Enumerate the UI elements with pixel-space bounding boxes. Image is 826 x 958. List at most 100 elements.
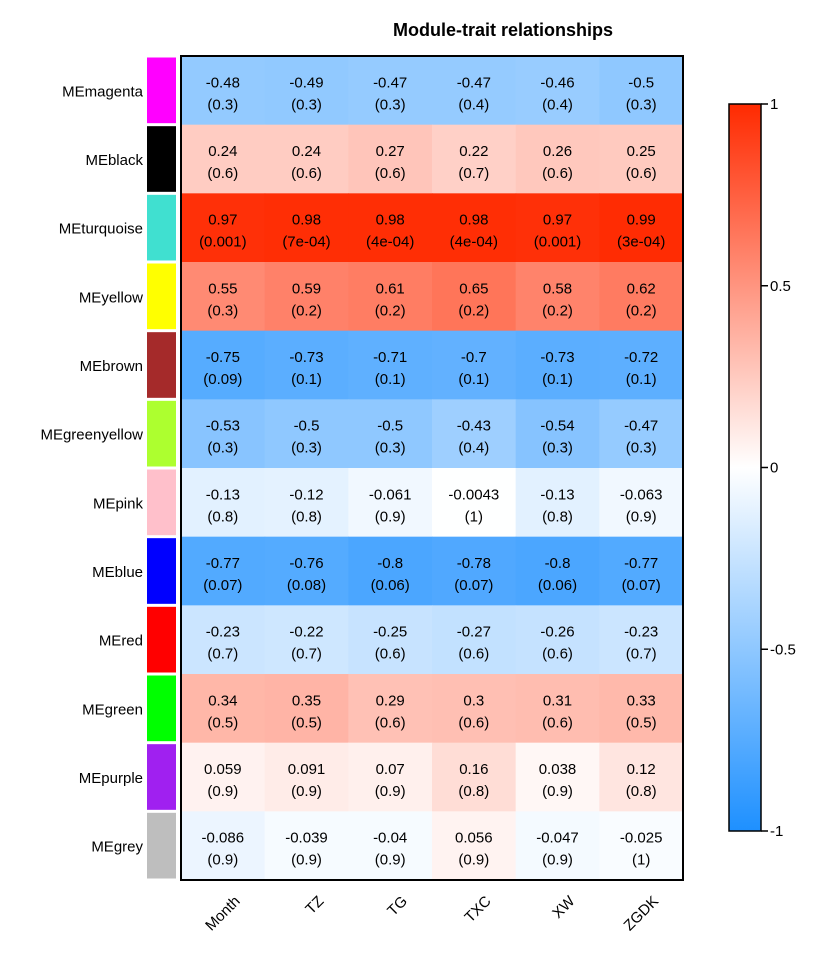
cell-pvalue-label: (0.3) <box>207 302 238 319</box>
cell-pvalue-label: (0.1) <box>458 371 489 388</box>
cell-pvalue-label: (1) <box>465 508 483 525</box>
cell-pvalue-label: (0.1) <box>626 371 657 388</box>
cell-correlation-label: 0.31 <box>543 692 572 709</box>
heatmap-cell <box>348 742 433 812</box>
heatmap-cell <box>432 468 517 538</box>
cell-correlation-label: -0.46 <box>540 74 574 91</box>
heatmap-cell <box>264 468 349 538</box>
cell-correlation-label: 0.056 <box>455 830 493 847</box>
color-scale-ticks: 1 0.5 0 -0.5 -1 <box>761 96 796 840</box>
cell-pvalue-label: (0.6) <box>542 165 573 182</box>
heatmap-cell <box>599 674 684 744</box>
cell-pvalue-label: (0.001) <box>534 234 582 251</box>
legend-tick-label: 0.5 <box>770 278 791 295</box>
cell-correlation-label: -0.26 <box>540 624 574 641</box>
cell-pvalue-label: (0.6) <box>375 714 406 731</box>
heatmap-cell <box>181 399 266 469</box>
row-label-MEblack: MEblack <box>85 152 143 169</box>
module-swatch-MEred <box>147 606 176 673</box>
cell-pvalue-label: (0.3) <box>375 440 406 457</box>
heatmap-cell <box>181 124 266 194</box>
cell-correlation-label: 0.97 <box>543 212 572 229</box>
cell-pvalue-label: (0.08) <box>287 577 326 594</box>
cell-correlation-label: -0.72 <box>624 349 658 366</box>
heatmap-cell <box>264 674 349 744</box>
heatmap-cell <box>432 56 517 126</box>
cell-correlation-label: 0.059 <box>204 761 242 778</box>
cell-pvalue-label: (0.9) <box>542 852 573 869</box>
cell-pvalue-label: (0.06) <box>538 577 577 594</box>
cell-pvalue-label: (0.7) <box>626 646 657 663</box>
cell-correlation-label: -0.039 <box>285 830 328 847</box>
cell-correlation-label: -0.5 <box>628 74 654 91</box>
heatmap-cell <box>264 605 349 675</box>
cell-correlation-label: -0.5 <box>294 418 320 435</box>
cell-pvalue-label: (0.3) <box>291 96 322 113</box>
cell-pvalue-label: (0.9) <box>207 783 238 800</box>
cell-pvalue-label: (0.7) <box>458 165 489 182</box>
heatmap-cell <box>348 536 433 606</box>
legend-tick-label: -1 <box>770 823 783 840</box>
cell-correlation-label: 0.22 <box>459 143 488 160</box>
column-label-TG: TG <box>384 893 411 920</box>
cell-pvalue-label: (0.09) <box>203 371 242 388</box>
cell-pvalue-label: (0.07) <box>203 577 242 594</box>
module-swatch-MEblue <box>147 538 176 604</box>
cell-pvalue-label: (4e-04) <box>450 234 498 251</box>
cell-correlation-label: -0.48 <box>206 74 240 91</box>
heatmap-cell <box>515 399 600 469</box>
cell-correlation-label: 0.26 <box>543 143 572 160</box>
module-swatch-MEgrey <box>147 812 176 879</box>
heatmap-cell <box>432 262 517 332</box>
cell-correlation-label: 0.97 <box>208 212 237 229</box>
column-label-XW: XW <box>549 892 579 922</box>
heatmap-cell <box>515 674 600 744</box>
row-label-MEyellow: MEyellow <box>79 289 143 306</box>
cell-correlation-label: 0.35 <box>292 692 321 709</box>
cell-pvalue-label: (0.8) <box>207 508 238 525</box>
row-label-MEturquoise: MEturquoise <box>59 221 143 238</box>
heatmap-cell <box>181 605 266 675</box>
cell-pvalue-label: (0.1) <box>542 371 573 388</box>
cell-correlation-label: 0.55 <box>208 280 237 297</box>
cell-correlation-label: -0.77 <box>624 555 658 572</box>
cell-correlation-label: 0.34 <box>208 692 237 709</box>
cell-pvalue-label: (0.2) <box>626 302 657 319</box>
module-swatch-MEgreen <box>147 675 176 742</box>
cell-correlation-label: -0.13 <box>540 486 574 503</box>
heatmap-cell <box>348 674 433 744</box>
cell-correlation-label: -0.76 <box>289 555 323 572</box>
heatmap-cell <box>181 193 266 263</box>
cell-correlation-label: 0.61 <box>376 280 405 297</box>
heatmap-cell <box>348 330 433 400</box>
cell-pvalue-label: (0.2) <box>458 302 489 319</box>
cell-correlation-label: 0.98 <box>292 212 321 229</box>
cell-pvalue-label: (0.6) <box>291 165 322 182</box>
cell-correlation-label: 0.27 <box>376 143 405 160</box>
cell-correlation-label: -0.13 <box>206 486 240 503</box>
heatmap-cell <box>599 262 684 332</box>
cell-pvalue-label: (0.8) <box>626 783 657 800</box>
module-swatch-MEblack <box>147 126 176 192</box>
cell-pvalue-label: (0.06) <box>371 577 410 594</box>
cell-correlation-label: -0.063 <box>620 486 663 503</box>
heatmap-cell <box>181 468 266 538</box>
row-label-MEgreen: MEgreen <box>82 701 143 718</box>
cell-pvalue-label: (0.9) <box>375 783 406 800</box>
heatmap-cell <box>264 536 349 606</box>
cell-pvalue-label: (0.6) <box>542 714 573 731</box>
heatmap-cell <box>348 468 433 538</box>
cell-pvalue-label: (0.6) <box>542 646 573 663</box>
cell-correlation-label: -0.49 <box>289 74 323 91</box>
module-swatch-MEpink <box>147 469 176 536</box>
row-label-MEgrey: MEgrey <box>91 839 143 856</box>
cell-correlation-label: -0.047 <box>536 830 579 847</box>
heatmap-cell <box>599 56 684 126</box>
cell-correlation-label: -0.54 <box>540 418 574 435</box>
row-label-MEpurple: MEpurple <box>79 770 143 787</box>
cell-correlation-label: -0.22 <box>289 624 323 641</box>
heatmap-cell <box>432 674 517 744</box>
cell-pvalue-label: (0.6) <box>626 165 657 182</box>
legend-tick-label: 0 <box>770 460 778 477</box>
